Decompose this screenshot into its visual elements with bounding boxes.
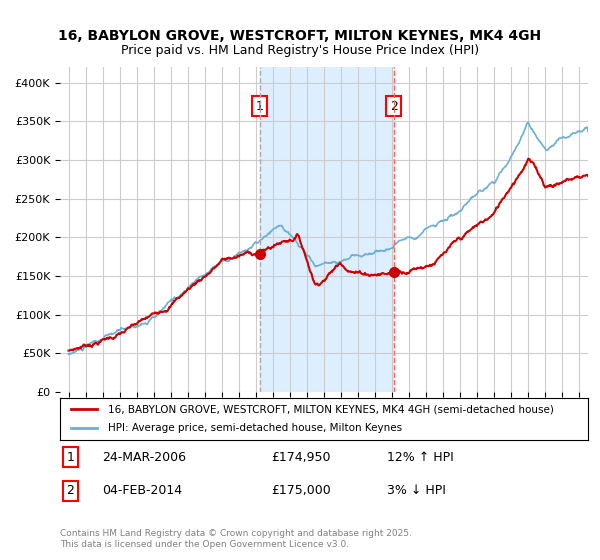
Text: 1: 1 xyxy=(67,451,74,464)
Text: 16, BABYLON GROVE, WESTCROFT, MILTON KEYNES, MK4 4GH: 16, BABYLON GROVE, WESTCROFT, MILTON KEY… xyxy=(58,29,542,44)
Text: 16, BABYLON GROVE, WESTCROFT, MILTON KEYNES, MK4 4GH (semi-detached house): 16, BABYLON GROVE, WESTCROFT, MILTON KEY… xyxy=(107,404,553,414)
Text: Contains HM Land Registry data © Crown copyright and database right 2025.
This d: Contains HM Land Registry data © Crown c… xyxy=(60,529,412,549)
Text: 3% ↓ HPI: 3% ↓ HPI xyxy=(388,484,446,497)
Text: 2: 2 xyxy=(390,100,398,113)
Bar xyxy=(260,67,394,392)
Text: 2: 2 xyxy=(67,484,74,497)
Text: 12% ↑ HPI: 12% ↑ HPI xyxy=(388,451,454,464)
Text: £175,000: £175,000 xyxy=(271,484,331,497)
Text: HPI: Average price, semi-detached house, Milton Keynes: HPI: Average price, semi-detached house,… xyxy=(107,423,401,433)
Text: 1: 1 xyxy=(256,100,264,113)
Text: Price paid vs. HM Land Registry's House Price Index (HPI): Price paid vs. HM Land Registry's House … xyxy=(121,44,479,57)
Text: 24-MAR-2006: 24-MAR-2006 xyxy=(102,451,186,464)
Text: 04-FEB-2014: 04-FEB-2014 xyxy=(102,484,182,497)
Text: £174,950: £174,950 xyxy=(271,451,331,464)
